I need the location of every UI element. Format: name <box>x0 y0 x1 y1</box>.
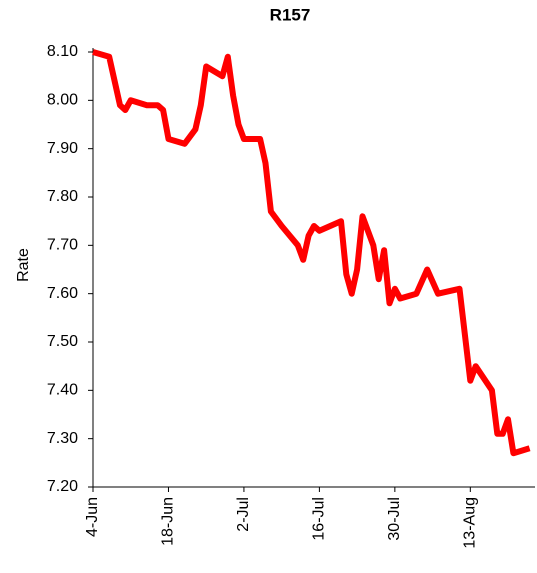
x-tick-label: 2-Jul <box>235 497 252 532</box>
y-tick-label: 8.00 <box>47 92 78 109</box>
y-tick-label: 7.20 <box>47 478 78 495</box>
y-tick-label: 7.60 <box>47 285 78 302</box>
x-tick-label: 13-Aug <box>462 497 479 549</box>
x-tick-label: 4-Jun <box>84 497 101 537</box>
x-tick-label: 18-Jun <box>160 497 177 546</box>
y-tick-label: 7.70 <box>47 237 78 254</box>
x-tick-label: 16-Jul <box>311 497 328 541</box>
y-tick-label: 7.50 <box>47 333 78 350</box>
y-tick-label: 7.40 <box>47 382 78 399</box>
y-tick-label: 8.10 <box>47 43 78 60</box>
x-tick-label: 30-Jul <box>386 497 403 541</box>
data-line <box>92 49 531 457</box>
chart-title: R157 <box>270 5 311 24</box>
y-tick-label: 7.80 <box>47 188 78 205</box>
y-axis-label: Rate <box>15 248 32 282</box>
y-tick-label: 7.90 <box>47 140 78 157</box>
y-tick-label: 7.30 <box>47 430 78 447</box>
